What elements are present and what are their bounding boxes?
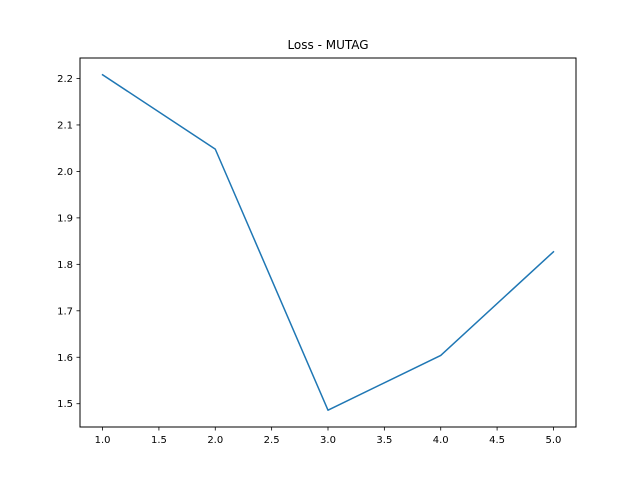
x-tick-label: 3.5 [376, 435, 392, 446]
x-tick-label: 4.0 [433, 435, 449, 446]
x-tick-label: 2.5 [264, 435, 280, 446]
y-tick-label: 2.2 [57, 74, 73, 85]
y-tick-label: 1.7 [57, 306, 73, 317]
chart-title: Loss - MUTAG [287, 38, 368, 52]
x-tick-label: 2.0 [207, 435, 223, 446]
y-tick-label: 1.5 [57, 399, 73, 410]
x-tick-label: 1.0 [95, 435, 111, 446]
x-tick-label: 3.0 [320, 435, 336, 446]
x-tick-label: 5.0 [546, 435, 562, 446]
y-tick-label: 2.0 [57, 167, 73, 178]
x-tick-label: 4.5 [489, 435, 505, 446]
y-tick-label: 1.6 [57, 353, 73, 364]
x-tick-label: 1.5 [151, 435, 167, 446]
y-tick-label: 1.8 [57, 260, 73, 271]
y-tick-label: 1.9 [57, 213, 73, 224]
y-tick-label: 2.1 [57, 120, 73, 131]
